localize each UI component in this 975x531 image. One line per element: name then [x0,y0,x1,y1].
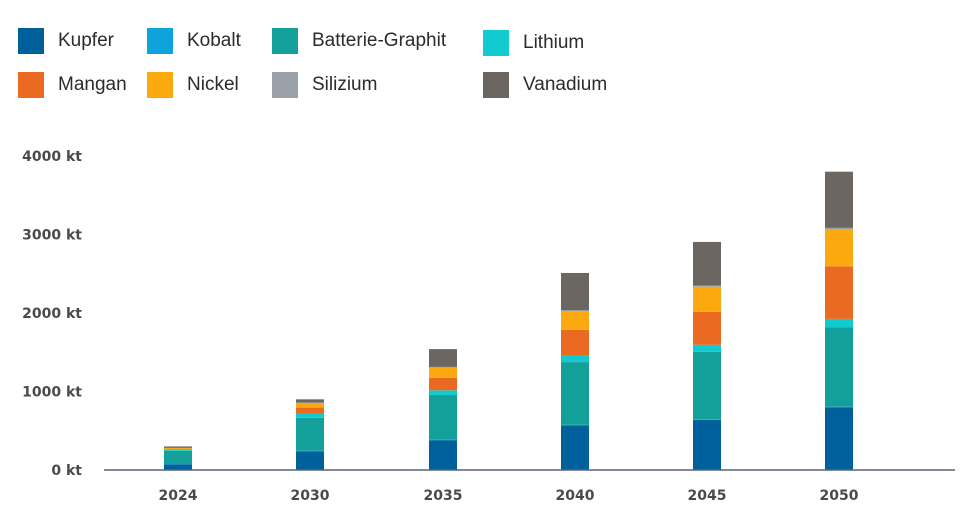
legend-label-vanadium: Vanadium [523,74,608,95]
bar-segment-lithium-2040 [561,354,589,363]
legend-label-mangan: Mangan [58,74,127,95]
x-tick-label: 2050 [820,488,859,504]
bar-segment-nickel-2030 [296,402,324,408]
bar-segment-silizium-2040 [561,310,589,312]
x-tick-label: 2030 [291,488,330,504]
bar-segment-silizium-2035 [429,366,457,368]
x-tick-label: 2035 [424,488,463,504]
bar-segment-lithium-2024 [164,449,192,451]
legend-swatch-mangan [18,72,44,98]
legend-item-lithium: Lithium [483,30,584,56]
bar-segment-kupfer-2050 [825,407,853,470]
y-tick-label: 2000 kt [22,306,82,322]
bar-segment-vanadium-2045 [693,241,721,286]
bar-segment-kupfer-2045 [693,419,721,470]
legend-swatch-batterie-graphit [272,28,298,54]
bar-segment-vanadium-2024 [164,446,192,448]
bar-segment-nickel-2045 [693,286,721,312]
y-tick-label: 4000 kt [22,149,82,165]
bar-segment-mangan-2045 [693,311,721,345]
bar-segment-kupfer-2024 [164,464,192,470]
bar-segment-kupfer-2040 [561,425,589,470]
bar-segment-vanadium-2035 [429,349,457,367]
legend-item-nickel: Nickel [147,72,239,98]
bar-segment-mangan-2024 [164,449,192,450]
bar-segment-kupfer-2030 [296,451,324,470]
legend-swatch-kupfer [18,28,44,54]
legend-label-lithium: Lithium [523,32,585,53]
legend-item-kupfer: Kupfer [18,28,114,54]
bar-segment-batterie-graphit-2024 [164,450,192,465]
bar-segment-vanadium-2050 [825,171,853,228]
bar-segment-mangan-2030 [296,407,324,414]
legend-label-kobalt: Kobalt [187,30,241,51]
x-tick-label: 2024 [159,488,198,504]
legend-item-silizium: Silizium [272,72,377,98]
y-tick-label: 3000 kt [22,228,82,244]
bar-segment-nickel-2024 [164,448,192,450]
bar-segment-nickel-2035 [429,367,457,378]
legend-label-silizium: Silizium [312,74,378,95]
legend-item-vanadium: Vanadium [483,72,607,98]
y-tick-label: 1000 kt [22,385,82,401]
bar-segment-mangan-2040 [561,329,589,355]
bar-segment-silizium-2050 [825,227,853,230]
bar-segment-mangan-2050 [825,266,853,319]
bar-segment-batterie-graphit-2045 [693,351,721,420]
bar-segment-vanadium-2030 [296,399,324,403]
legend-swatch-kobalt [147,28,173,54]
bar-segment-kupfer-2035 [429,440,457,470]
bar-segment-vanadium-2040 [561,272,589,311]
x-axis-labels: 2024 2030 2035 2040 2045 2050 [159,488,859,504]
legend-label-nickel: Nickel [187,74,239,95]
legend-item-kobalt: Kobalt [147,28,241,54]
bar-segment-batterie-graphit-2040 [561,362,589,425]
legend-swatch-lithium [483,30,509,56]
legend-label-batterie-graphit: Batterie-Graphit [312,30,447,51]
bar-segment-silizium-2045 [693,285,721,287]
bar-segment-lithium-2030 [296,413,324,418]
legend-item-mangan: Mangan [18,72,127,98]
y-axis-labels: 0 kt 1000 kt 2000 kt 3000 kt 4000 kt [22,149,82,479]
legend-item-batterie-graphit: Batterie-Graphit [272,28,446,54]
x-tick-label: 2040 [556,488,595,504]
bar-segment-lithium-2050 [825,318,853,328]
legend-swatch-silizium [272,72,298,98]
legend-swatch-vanadium [483,72,509,98]
bar-segment-batterie-graphit-2050 [825,327,853,407]
bar-segment-batterie-graphit-2035 [429,395,457,440]
legend-swatch-nickel [147,72,173,98]
bars [164,171,853,470]
bar-segment-mangan-2035 [429,377,457,391]
bar-segment-nickel-2050 [825,229,853,267]
x-tick-label: 2045 [688,488,727,504]
bar-segment-nickel-2040 [561,311,589,330]
bar-segment-lithium-2045 [693,344,721,352]
bar-segment-batterie-graphit-2030 [296,417,324,451]
bar-segment-lithium-2035 [429,390,457,396]
legend-label-kupfer: Kupfer [58,30,114,51]
y-tick-label: 0 kt [51,463,82,479]
